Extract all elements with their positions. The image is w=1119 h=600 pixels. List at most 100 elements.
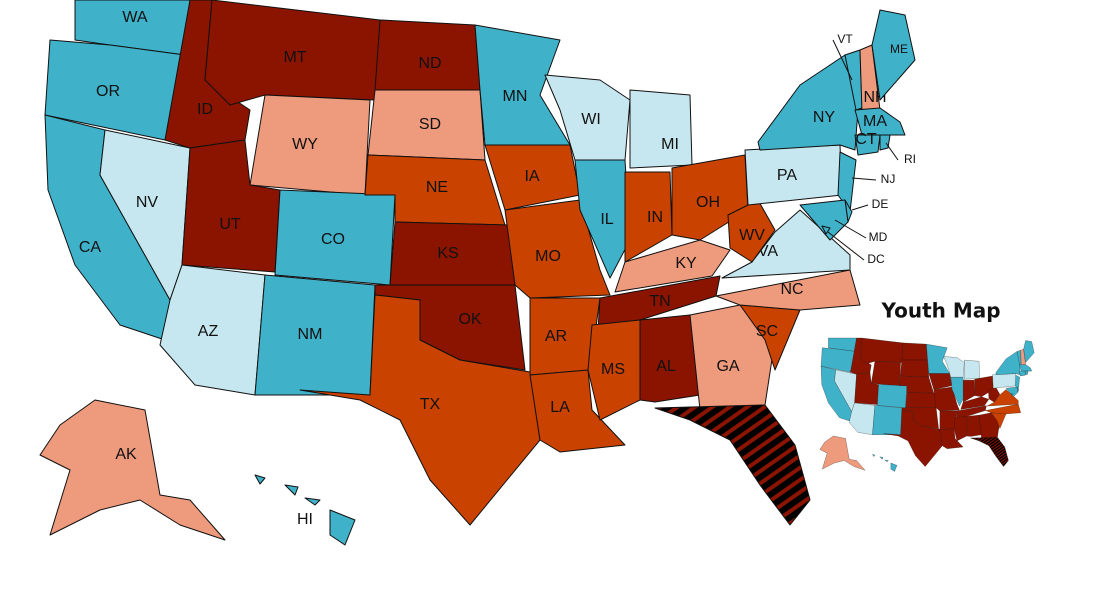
youth-state (928, 373, 953, 390)
state-label: AR (545, 328, 567, 345)
state (629, 89, 693, 169)
state-label: MN (503, 88, 528, 105)
state-label: IN (647, 209, 663, 226)
state-label: NJ (881, 172, 896, 186)
state-label: AL (656, 358, 676, 375)
state-label: OH (696, 194, 720, 211)
youth-state (995, 351, 1021, 375)
state-label: IL (600, 211, 613, 228)
state (854, 134, 881, 156)
state-label: NM (298, 326, 323, 343)
state-label: CO (321, 231, 345, 248)
leader-line (885, 142, 899, 161)
state (329, 509, 356, 546)
state-label: PA (777, 167, 797, 184)
state-label: LA (550, 399, 570, 416)
youth-state (1025, 370, 1029, 375)
youth-state (1019, 370, 1026, 377)
state-label: KY (675, 255, 697, 272)
youth-state (966, 415, 982, 437)
youth-state (849, 402, 876, 435)
state-label: CT (855, 131, 877, 148)
youth-map (819, 337, 1035, 472)
state-label: SC (756, 323, 778, 340)
state-label: ID (197, 101, 213, 118)
youth-state (978, 412, 1000, 439)
state (879, 134, 891, 151)
youth-state (1023, 340, 1035, 363)
youth-state (960, 396, 989, 410)
leader-line (851, 177, 877, 181)
youth-state (953, 416, 967, 442)
state (39, 399, 226, 541)
state-label: CA (79, 239, 102, 256)
main-map: WA OR CA NV ID MT WY UT CO AZ NM ND SD NE KS OK TX MN IA MO… (39, 0, 916, 546)
state (614, 239, 731, 293)
youth-state (950, 377, 965, 407)
state-label: ND (418, 55, 441, 72)
state (654, 404, 811, 526)
state-label: MD (869, 230, 888, 244)
state-label: TX (420, 396, 441, 413)
leader-line (834, 219, 867, 239)
state-label: TN (649, 293, 670, 310)
state-label: RI (904, 152, 916, 166)
youth-state (890, 462, 898, 472)
state-label: WI (581, 111, 601, 128)
state-label: DC (867, 252, 885, 266)
state-label: MS (601, 361, 625, 378)
state-label: NV (136, 194, 159, 211)
youth-state (1005, 386, 1018, 397)
youth-state (1011, 393, 1014, 396)
youth-state (860, 337, 904, 364)
youth-state (872, 405, 902, 435)
state-label: KS (437, 245, 458, 262)
youth-state (963, 380, 975, 403)
state (854, 107, 906, 136)
state-label: WY (292, 136, 318, 153)
state (587, 319, 641, 421)
state-label: MT (283, 49, 306, 66)
state-label: NY (813, 109, 836, 126)
youth-state (871, 361, 901, 386)
state-label: HI (297, 511, 313, 528)
youth-state (879, 456, 884, 460)
youth-state (884, 459, 889, 462)
state (757, 54, 859, 151)
youth-state (901, 342, 928, 361)
state-label: WA (122, 9, 148, 26)
state-label: MA (863, 113, 887, 130)
state-label: NC (780, 281, 803, 298)
state-label: AK (115, 446, 137, 463)
state-label: AZ (198, 323, 219, 340)
youth-state (992, 373, 1017, 389)
leader-line (832, 39, 853, 81)
state-label: UT (219, 216, 241, 233)
youth-state (819, 435, 866, 471)
state-label: OR (96, 83, 120, 100)
state (304, 497, 321, 506)
youth-state (905, 392, 937, 408)
leader-line (827, 231, 865, 261)
state-label: VT (837, 32, 853, 46)
youth-state (872, 454, 876, 457)
youth-state (877, 384, 907, 408)
inset-title: Youth Map (880, 299, 1000, 323)
state-label: MO (535, 248, 561, 265)
state-label: SD (419, 116, 441, 133)
youth-state (1019, 364, 1032, 372)
state (284, 484, 299, 496)
state-label: DE (872, 197, 889, 211)
state-label: ME (890, 42, 908, 56)
state-label: OK (458, 311, 481, 328)
state (715, 269, 861, 311)
state-label: MI (661, 136, 679, 153)
youth-state (900, 359, 929, 378)
youth-state (985, 404, 1021, 415)
state-label: NE (426, 179, 448, 196)
state-label: WV (739, 227, 765, 244)
state-label: GA (716, 358, 739, 375)
state (254, 474, 266, 485)
